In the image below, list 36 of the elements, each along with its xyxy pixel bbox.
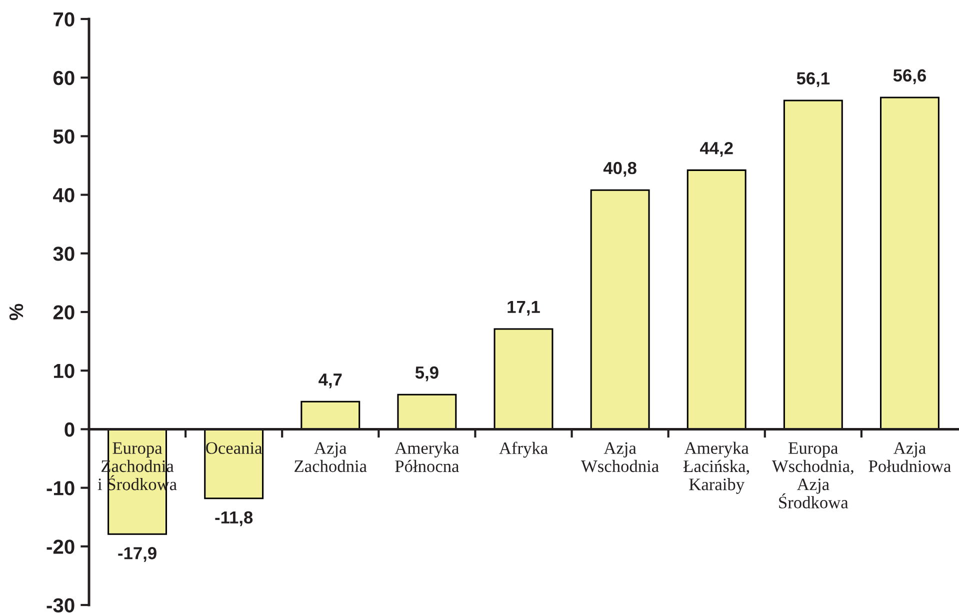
y-tick-label: 50 [53,129,74,144]
y-tick-label: 0 [64,422,74,437]
x-tick-label: Azja Zachodnia [294,442,367,472]
y-tick-label: 20 [53,305,74,320]
y-axis-title: % [9,304,24,320]
bar [300,400,360,430]
data-label: 4,7 [318,374,342,388]
data-label: 56,1 [796,72,830,88]
y-tick-label: -10 [46,481,74,496]
bar [783,100,843,430]
y-tick-label: 40 [53,188,74,202]
x-tick-label: Europa Wschodnia, Azja Środkowa [772,442,854,508]
data-label: 5,9 [415,366,438,382]
y-tick-label: 10 [54,364,74,378]
data-label: 44,2 [700,142,733,157]
data-label: 56,6 [893,69,926,84]
y-tick-label: 30 [53,246,74,261]
bar [686,169,746,430]
y-tick-label: -20 [46,540,74,554]
data-label: -11,8 [215,511,253,526]
y-tick-label: -30 [46,598,74,613]
y-tick-label: 60 [53,70,74,86]
x-tick-label: Azja Wschodnia [581,442,659,472]
data-label: 17,1 [508,300,540,316]
bar [494,328,554,430]
bar [590,189,650,430]
bar [880,96,940,430]
x-tick-label: Afryka [499,442,548,458]
data-label: -17,9 [118,547,156,562]
y-tick-label: 70 [54,12,74,26]
x-tick-label: Azja Południowa [868,442,951,472]
bar [397,394,457,430]
data-label: 40,8 [603,162,636,177]
x-tick-label: Ameryka Północna [394,442,460,472]
x-tick-label: Oceania [206,442,262,454]
x-tick-label: Ameryka Łacińska, Karaiby [683,442,750,494]
